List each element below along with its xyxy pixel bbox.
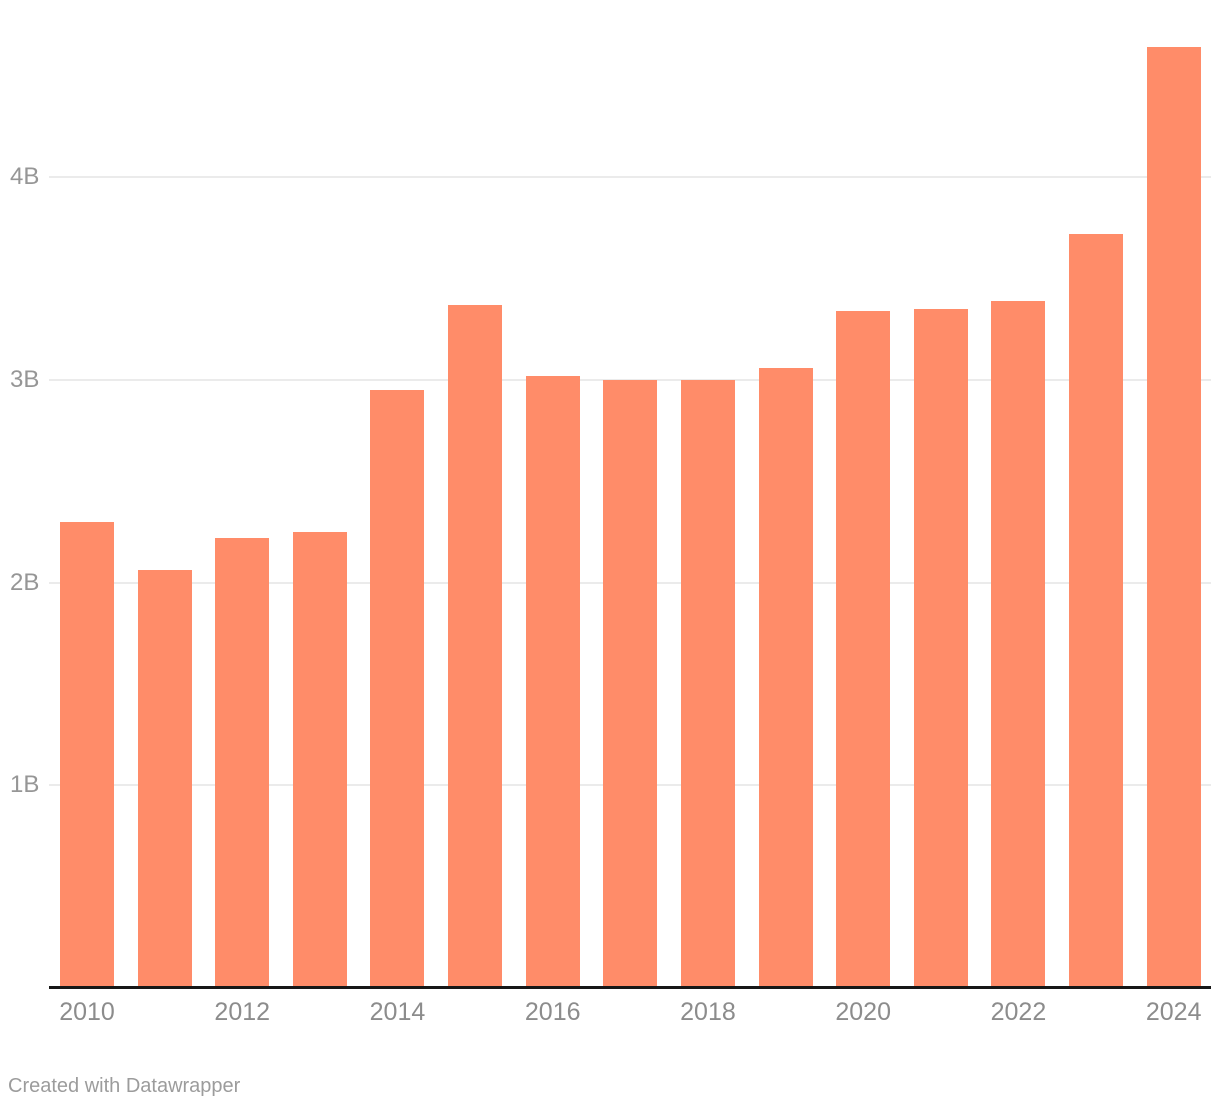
- x-axis-label-2010: 2010: [59, 998, 115, 1026]
- bar-2014[interactable]: [370, 390, 425, 988]
- bar-2021[interactable]: [913, 308, 968, 988]
- x-axis-label-2018: 2018: [680, 998, 736, 1026]
- x-axis-label-2014: 2014: [369, 998, 426, 1026]
- y-axis-label-1b: 1B: [10, 771, 40, 799]
- bar-2020[interactable]: [836, 310, 891, 988]
- bar-2016[interactable]: [525, 375, 580, 988]
- x-axis-label-2012: 2012: [214, 998, 271, 1026]
- bar-2022[interactable]: [991, 300, 1046, 988]
- x-axis-label-2024: 2024: [1145, 998, 1202, 1026]
- bar-2010[interactable]: [60, 521, 114, 988]
- y-axis-label-4b: 4B: [10, 163, 40, 191]
- bar-2018[interactable]: [680, 379, 735, 988]
- bar-2012[interactable]: [215, 538, 270, 988]
- bar-2015[interactable]: [448, 304, 503, 988]
- x-axis-line: [49, 986, 1211, 989]
- datawrapper-credit-link[interactable]: Created with Datawrapper: [8, 1075, 241, 1097]
- bar-2017[interactable]: [603, 379, 658, 988]
- gridline-4b: [49, 176, 1211, 179]
- bar-chart-plot-area: 1B 2B 3B 4B 2010 2012 2014 2016 2018 2020 2022 2024: [10, 47, 1211, 1026]
- bar-2023[interactable]: [1069, 233, 1124, 988]
- bar-2024[interactable]: [1146, 47, 1201, 988]
- x-axis-label-2020: 2020: [835, 998, 891, 1026]
- y-axis-label-3b: 3B: [10, 365, 40, 393]
- y-axis-label-2b: 2B: [10, 568, 40, 596]
- bar-2013[interactable]: [292, 531, 347, 988]
- bar-2011[interactable]: [137, 570, 192, 988]
- bar-2019[interactable]: [758, 367, 813, 988]
- x-axis-label-2016: 2016: [524, 998, 581, 1026]
- x-axis-label-2022: 2022: [990, 998, 1047, 1026]
